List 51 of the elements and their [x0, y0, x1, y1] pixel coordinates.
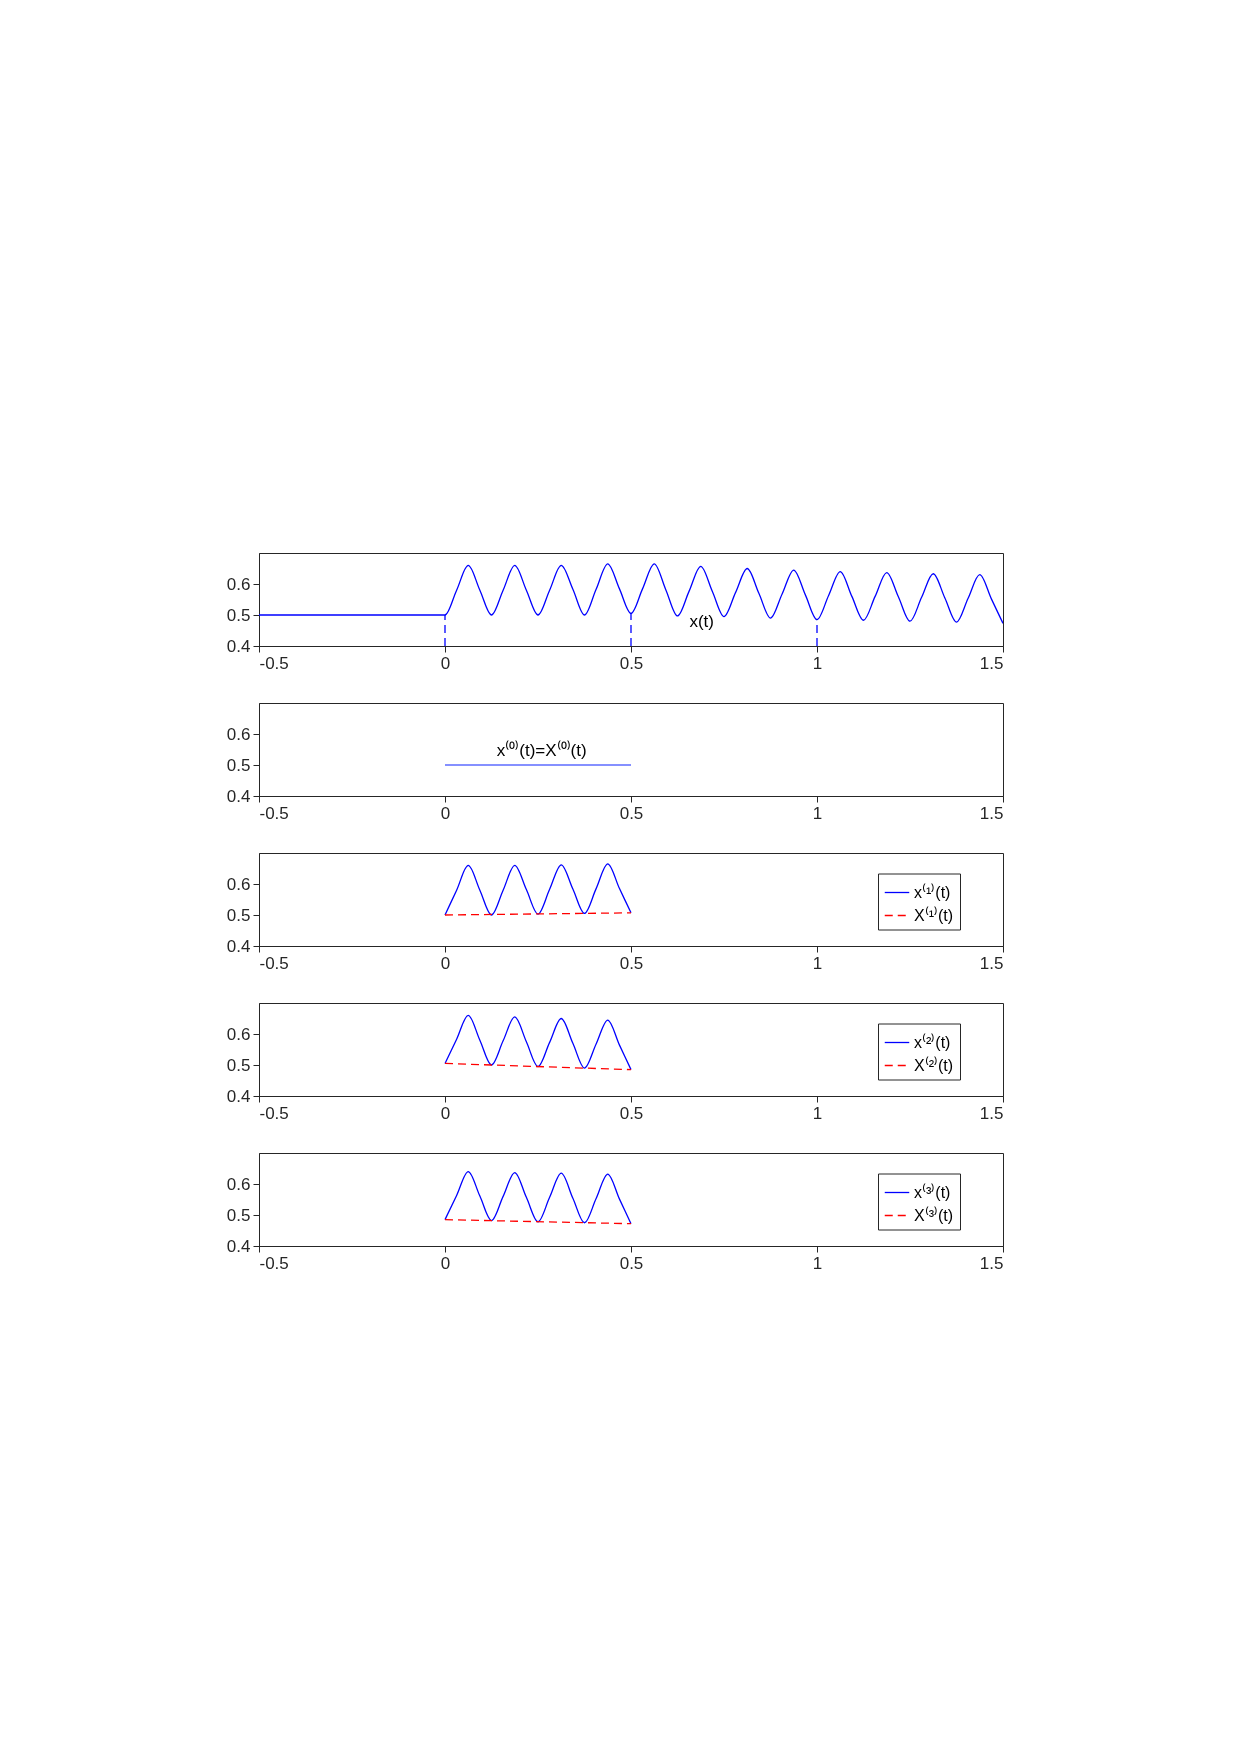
x-tick-label: 1: [812, 653, 823, 673]
line-series: [444, 863, 632, 916]
y-tick-label: 0.5: [226, 1055, 251, 1075]
x-tick-label: -0.5: [259, 1253, 289, 1273]
y-tick-label: 0.5: [226, 755, 251, 775]
x-tick-label: 1: [812, 1103, 823, 1123]
x-tick-label: -0.5: [259, 653, 289, 673]
x-tick-label: 1: [812, 803, 823, 823]
x-tick-label: 0: [440, 1103, 451, 1123]
x-tick-label: 1: [812, 1253, 823, 1273]
y-tick-label: 0.6: [226, 1174, 251, 1194]
x-tick-label: 0: [440, 1253, 451, 1273]
legend-label: x⁽¹⁾(t): [914, 882, 951, 901]
x-tick-label: -0.5: [259, 953, 289, 973]
legend-label: X⁽³⁾(t): [914, 1205, 954, 1224]
y-tick-label: 0.4: [226, 1236, 251, 1256]
x-tick-label: 1: [812, 953, 823, 973]
x-tick-label: 0.5: [619, 953, 644, 973]
annotation: x(t): [689, 611, 714, 631]
y-tick-label: 0.5: [226, 905, 251, 925]
x-tick-label: 1.5: [979, 1253, 1004, 1273]
x-tick-label: 0: [440, 953, 451, 973]
line-series: [444, 1170, 632, 1225]
x-tick-label: 1.5: [979, 803, 1004, 823]
y-tick-label: 0.6: [226, 724, 251, 744]
y-tick-label: 0.6: [226, 874, 251, 894]
y-tick-label: 0.4: [226, 1086, 251, 1106]
legend-label: X⁽²⁾(t): [914, 1055, 954, 1074]
line-series: [444, 1014, 632, 1071]
legend-label: x⁽²⁾(t): [914, 1032, 951, 1051]
x-tick-label: 1.5: [979, 1103, 1004, 1123]
legend-label: X⁽¹⁾(t): [914, 905, 954, 924]
legend-label: x⁽³⁾(t): [914, 1182, 951, 1201]
x-tick-label: 0.5: [619, 653, 644, 673]
x-tick-label: 1.5: [979, 653, 1004, 673]
y-tick-label: 0.4: [226, 936, 251, 956]
x-tick-label: 0: [440, 803, 451, 823]
x-tick-label: -0.5: [259, 803, 289, 823]
y-tick-label: 0.6: [226, 574, 251, 594]
y-tick-label: 0.5: [226, 1205, 251, 1225]
y-tick-label: 0.6: [226, 1024, 251, 1044]
y-tick-label: 0.5: [226, 605, 251, 625]
y-tick-label: 0.4: [226, 786, 251, 806]
x-tick-label: 0.5: [619, 803, 644, 823]
x-tick-label: -0.5: [259, 1103, 289, 1123]
x-tick-label: 1.5: [979, 953, 1004, 973]
x-tick-label: 0: [440, 653, 451, 673]
x-tick-label: 0.5: [619, 1103, 644, 1123]
y-tick-label: 0.4: [226, 636, 251, 656]
x-tick-label: 0.5: [619, 1253, 644, 1273]
annotation: x⁽⁰⁾(t)=X⁽⁰⁾(t): [496, 740, 587, 761]
